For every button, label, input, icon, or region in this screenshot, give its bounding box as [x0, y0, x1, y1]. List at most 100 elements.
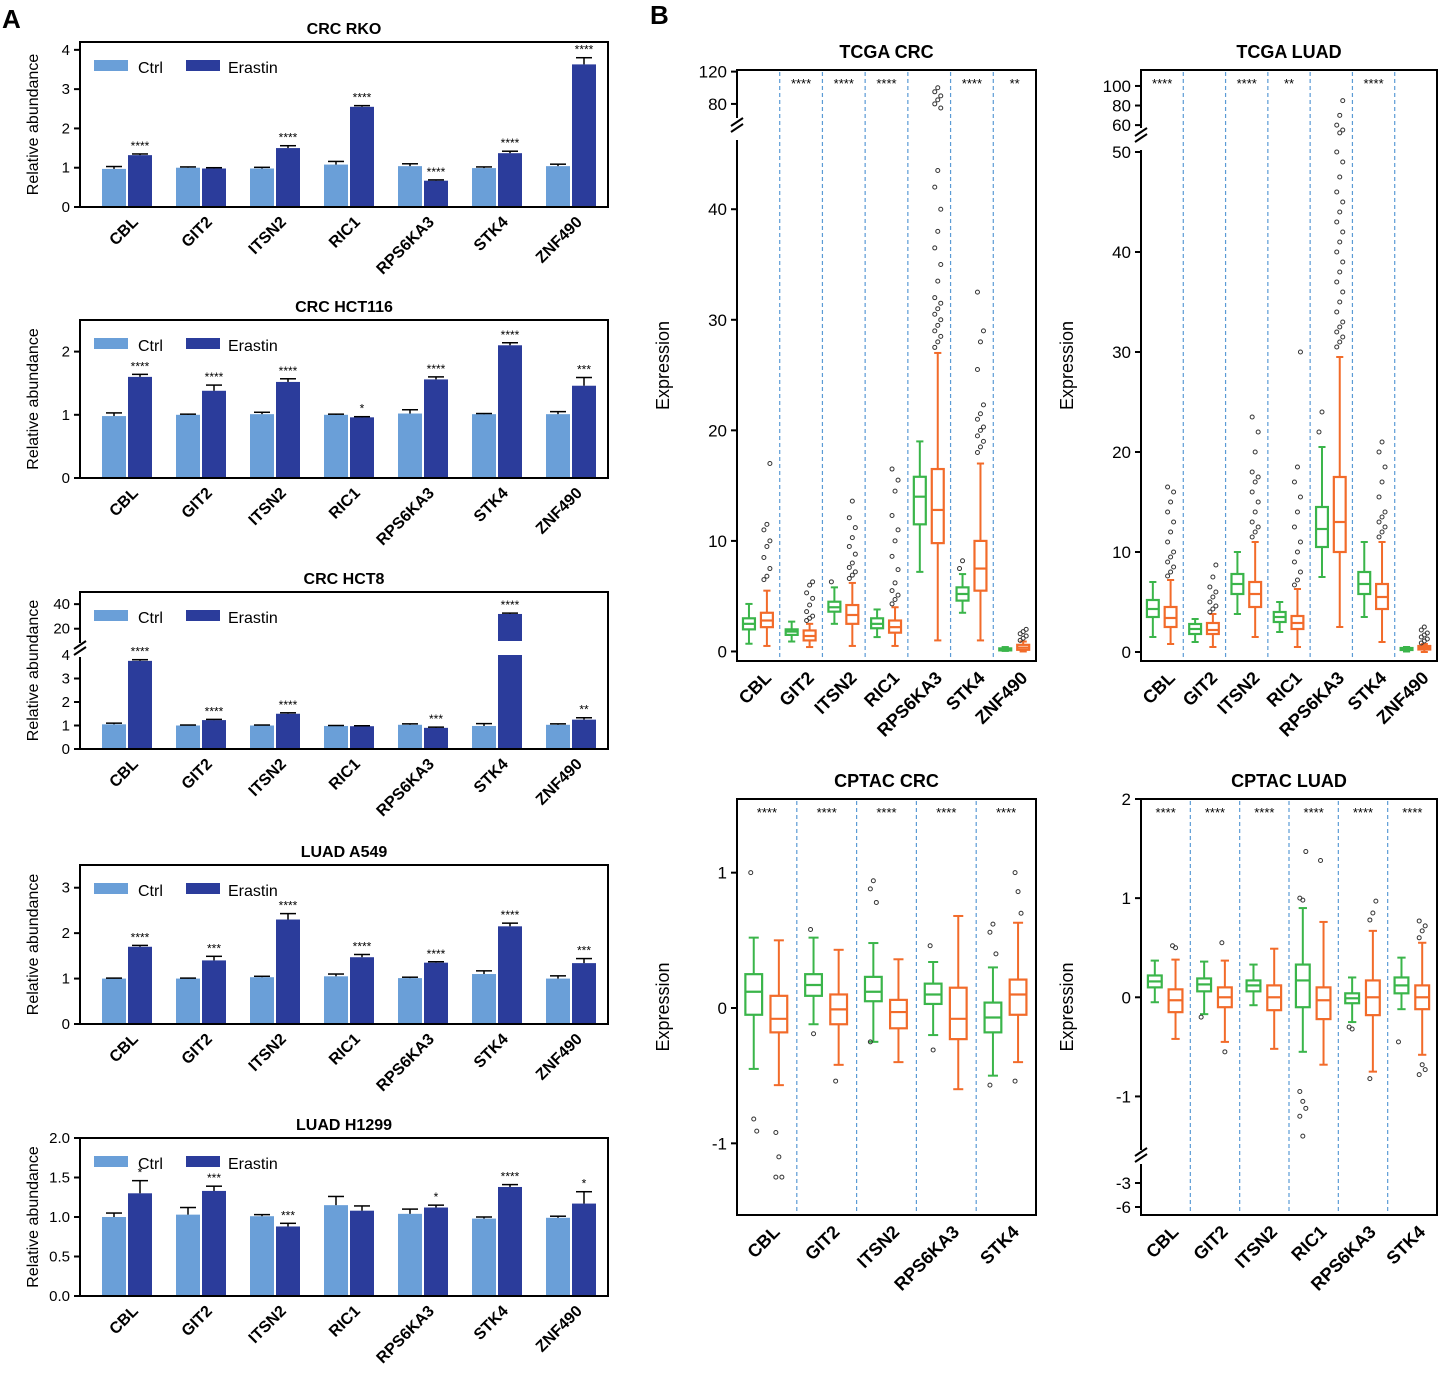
plot-frame [79, 319, 609, 479]
outlier-point [977, 427, 983, 433]
outlier-point [977, 411, 983, 417]
plot-frame [1140, 798, 1438, 1216]
outlier-point [892, 580, 898, 586]
category-label: GIT2 [179, 214, 216, 251]
significance-label: * [582, 1177, 587, 1191]
outlier-point [1337, 339, 1343, 345]
bar-erastin [128, 946, 152, 1023]
bar-ctrl [324, 976, 348, 1023]
bar-erastin [276, 713, 300, 748]
box-iqr [1294, 963, 1311, 1009]
significance-label: **** [501, 908, 520, 922]
bar-ctrl [398, 1213, 422, 1295]
outlier-point [892, 538, 898, 544]
box-chart-cptac_crc: CPTAC CRC Expression -1 0 1 **** CBL **** GIT2 **… [653, 771, 1037, 1295]
bar-erastin [572, 963, 596, 1023]
legend-label-ctrl: Ctrl [138, 60, 163, 77]
plot-frame [1140, 69, 1438, 662]
bar-chart-hct8: CRC HCT8 Relative abundance 0 1 2 3 4 20 40 Ctrl E… [25, 571, 609, 820]
legend-label-erastin: Erastin [228, 1156, 278, 1173]
significance-label: ** [1010, 76, 1020, 91]
bar-erastin [350, 417, 374, 477]
category-label: RPS6KA3 [890, 1222, 963, 1295]
outlier-point [767, 461, 773, 467]
significance-label: **** [1156, 805, 1176, 820]
significance-label: **** [205, 370, 224, 384]
category-label: ITSN2 [853, 1222, 903, 1272]
y-tick-label: -1 [712, 1134, 727, 1153]
outlier-point [1018, 910, 1024, 916]
outlier-point [889, 601, 895, 607]
bar-erastin [498, 1186, 522, 1295]
y-tick-label: 0 [62, 741, 70, 758]
category-label: GIT2 [1189, 1222, 1231, 1264]
y-tick-label: 2 [1122, 790, 1131, 809]
bar-ctrl [472, 974, 496, 1023]
category-label: STK4 [471, 1303, 512, 1344]
outlier-point [1367, 1076, 1373, 1082]
outlier-point [1165, 509, 1171, 515]
outlier-point [1249, 519, 1255, 525]
outlier-point [1303, 1105, 1309, 1111]
bar-erastin [202, 168, 226, 206]
outlier-point [1207, 599, 1213, 605]
box-iqr [1008, 978, 1028, 1016]
outlier-point [1395, 1039, 1401, 1045]
outlier-point [935, 97, 941, 103]
outlier-point [1291, 524, 1297, 530]
outlier-point [748, 870, 754, 876]
legend-label-erastin: Erastin [228, 883, 278, 900]
bar-ctrl [546, 166, 570, 206]
legend-label-ctrl: Ctrl [138, 1156, 163, 1173]
box-iqr [1205, 621, 1220, 636]
outlier-point [1213, 603, 1219, 609]
y-tick-label: 0 [1122, 988, 1131, 1007]
outlier-point [870, 878, 876, 884]
outlier-point [1207, 609, 1213, 615]
chart-title: TCGA LUAD [1236, 42, 1341, 62]
legend-label-erastin: Erastin [228, 60, 278, 77]
outlier-point [980, 424, 986, 430]
outlier-point [987, 929, 993, 935]
y-tick-label: 120 [699, 63, 727, 82]
outlier-point [1252, 509, 1258, 515]
outlier-point [852, 569, 858, 575]
bar-erastin [424, 727, 448, 748]
outlier-point [767, 538, 773, 544]
outlier-point [1340, 319, 1346, 325]
outlier-point [932, 311, 938, 317]
bar-ctrl [102, 978, 126, 1023]
outlier-point [1334, 219, 1340, 225]
bar-erastin [350, 957, 374, 1023]
significance-label: **** [427, 362, 446, 376]
bar-erastin [572, 1203, 596, 1295]
bar-erastin [424, 180, 448, 206]
significance-label: **** [353, 939, 372, 953]
outlier-point [1337, 269, 1343, 275]
significance-label: * [434, 1190, 439, 1204]
outlier-point [1334, 279, 1340, 285]
outlier-point [846, 543, 852, 549]
legend-swatch-erastin [186, 883, 220, 894]
bar-ctrl [398, 166, 422, 206]
y-tick-label: 4 [62, 647, 70, 664]
y-tick-label: 2 [62, 694, 70, 711]
y-tick-label: 10 [708, 532, 727, 551]
outlier-point [1416, 1072, 1422, 1078]
y-tick-label: 0 [718, 999, 727, 1018]
category-label: GIT2 [801, 1222, 843, 1264]
outlier-point [1340, 127, 1346, 133]
outlier-point [932, 295, 938, 301]
outlier-point [1376, 494, 1382, 500]
y-tick-label: 1.5 [49, 1170, 70, 1187]
category-label: CBL [107, 214, 142, 249]
significance-label: **** [131, 139, 150, 153]
outlier-point [927, 943, 933, 949]
outlier-point [974, 367, 980, 373]
category-label: ITSN2 [1213, 668, 1263, 718]
y-tick-label: 80 [708, 95, 727, 114]
bar-ctrl [176, 167, 200, 206]
axis-break [1134, 133, 1148, 143]
outlier-point [930, 1047, 936, 1053]
